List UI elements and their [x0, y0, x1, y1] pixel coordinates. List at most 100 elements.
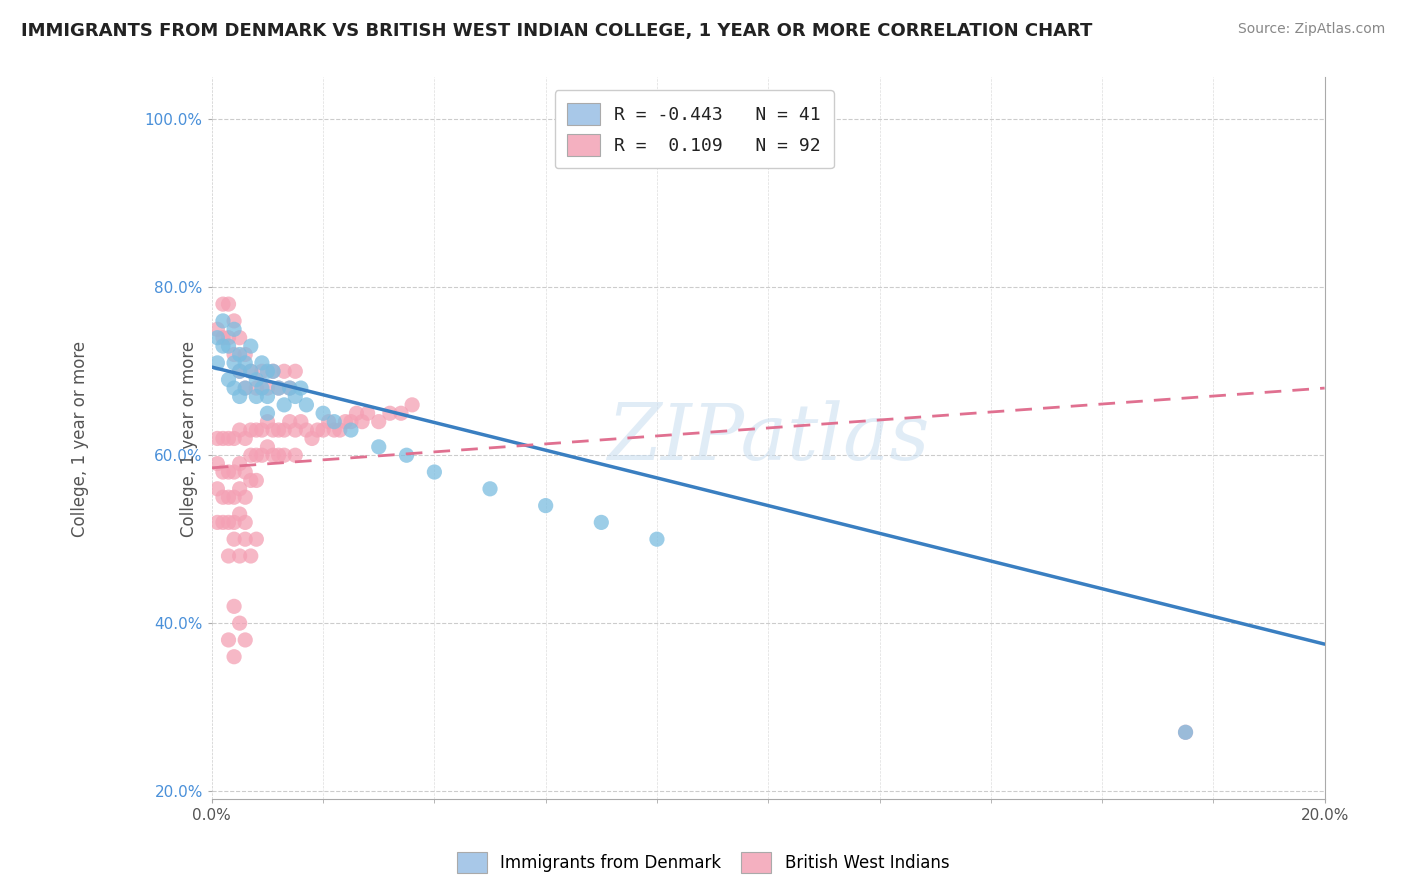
Point	[262, 364, 284, 378]
Point	[295, 423, 318, 437]
Point	[367, 415, 389, 429]
Point	[222, 314, 245, 328]
Point	[222, 465, 245, 479]
Point	[212, 331, 235, 345]
Point	[256, 389, 278, 403]
Point	[228, 423, 250, 437]
Point	[250, 448, 273, 462]
Point	[233, 432, 256, 446]
Point	[222, 649, 245, 664]
Point	[395, 448, 418, 462]
Point	[228, 331, 250, 345]
Point	[389, 406, 412, 420]
Point	[233, 490, 256, 504]
Point	[228, 616, 250, 631]
Point	[239, 364, 262, 378]
Y-axis label: College, 1 year or more: College, 1 year or more	[180, 341, 198, 536]
Point	[256, 364, 278, 378]
Point	[250, 423, 273, 437]
Point	[239, 364, 262, 378]
Point	[367, 440, 389, 454]
Point	[212, 490, 235, 504]
Point	[329, 423, 352, 437]
Point	[262, 364, 284, 378]
Point	[239, 339, 262, 353]
Point	[212, 314, 235, 328]
Point	[233, 381, 256, 395]
Point	[228, 457, 250, 471]
Point	[256, 406, 278, 420]
Point	[228, 364, 250, 378]
Text: IMMIGRANTS FROM DENMARK VS BRITISH WEST INDIAN COLLEGE, 1 YEAR OR MORE CORRELATI: IMMIGRANTS FROM DENMARK VS BRITISH WEST …	[21, 22, 1092, 40]
Point	[233, 347, 256, 361]
Point	[218, 297, 240, 311]
Point	[312, 406, 335, 420]
Point	[267, 381, 290, 395]
Point	[346, 406, 368, 420]
Point	[284, 364, 307, 378]
Point	[273, 398, 295, 412]
Point	[218, 339, 240, 353]
Point	[222, 532, 245, 546]
Point	[250, 356, 273, 370]
Point	[290, 381, 312, 395]
Point	[534, 499, 557, 513]
Point	[645, 532, 668, 546]
Point	[233, 465, 256, 479]
Point	[233, 632, 256, 647]
Point	[295, 398, 318, 412]
Point	[318, 415, 340, 429]
Point	[284, 389, 307, 403]
Point	[212, 465, 235, 479]
Legend: Immigrants from Denmark, British West Indians: Immigrants from Denmark, British West In…	[450, 846, 956, 880]
Point	[278, 381, 301, 395]
Point	[1174, 725, 1197, 739]
Point	[256, 440, 278, 454]
Point	[222, 516, 245, 530]
Point	[228, 364, 250, 378]
Point	[245, 532, 267, 546]
Point	[245, 389, 267, 403]
Point	[218, 373, 240, 387]
Point	[239, 474, 262, 488]
Point	[218, 432, 240, 446]
Point	[228, 347, 250, 361]
Point	[239, 549, 262, 563]
Point	[218, 490, 240, 504]
Point	[323, 423, 346, 437]
Point	[278, 415, 301, 429]
Point	[256, 381, 278, 395]
Point	[222, 347, 245, 361]
Point	[207, 482, 229, 496]
Point	[245, 448, 267, 462]
Point	[212, 516, 235, 530]
Point	[284, 423, 307, 437]
Point	[273, 448, 295, 462]
Point	[245, 381, 267, 395]
Point	[273, 423, 295, 437]
Point	[222, 356, 245, 370]
Point	[301, 432, 323, 446]
Point	[233, 516, 256, 530]
Text: Source: ZipAtlas.com: Source: ZipAtlas.com	[1237, 22, 1385, 37]
Point	[218, 549, 240, 563]
Point	[262, 423, 284, 437]
Point	[222, 322, 245, 336]
Point	[401, 398, 423, 412]
Point	[245, 423, 267, 437]
Point	[228, 482, 250, 496]
Point	[1174, 725, 1197, 739]
Point	[423, 465, 446, 479]
Point	[228, 389, 250, 403]
Point	[250, 364, 273, 378]
Point	[233, 532, 256, 546]
Point	[207, 322, 229, 336]
Point	[378, 406, 401, 420]
Point	[256, 415, 278, 429]
Point	[340, 415, 363, 429]
Point	[245, 373, 267, 387]
Point	[267, 423, 290, 437]
Point	[218, 632, 240, 647]
Point	[250, 381, 273, 395]
Point	[233, 356, 256, 370]
